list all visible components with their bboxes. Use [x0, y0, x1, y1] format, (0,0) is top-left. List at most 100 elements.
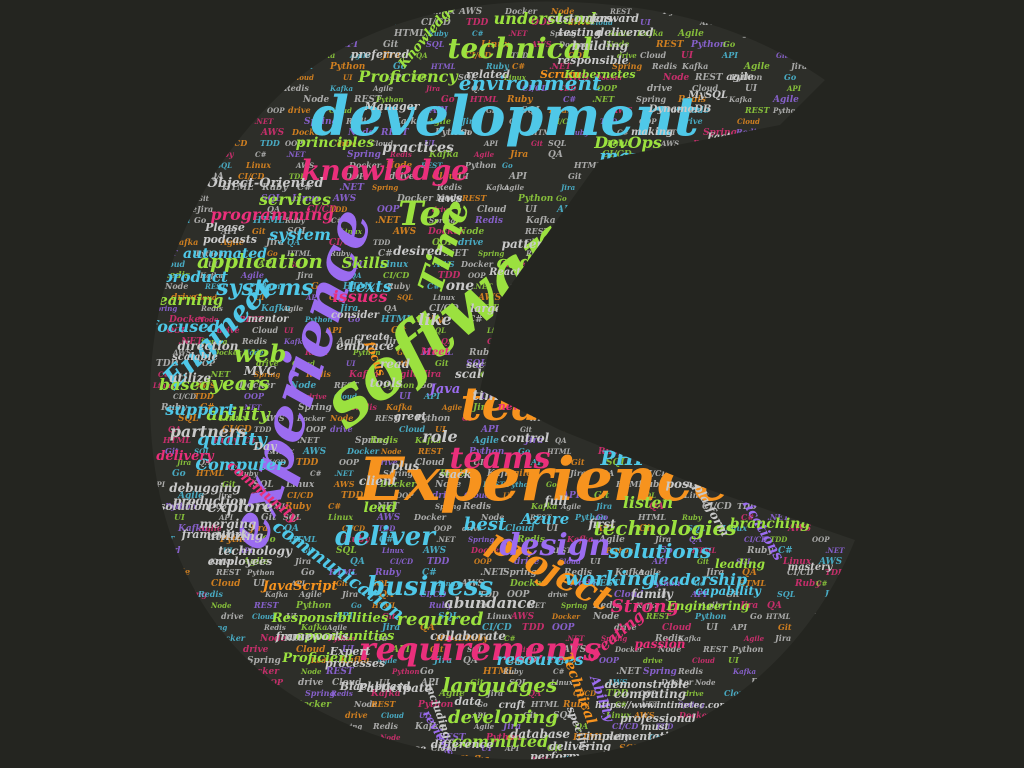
filler-word: Spring: [298, 403, 332, 413]
filler-word: Python: [772, 106, 800, 115]
filler-word: Linux: [594, 425, 618, 434]
filler-word: HTML: [328, 567, 357, 577]
filler-word: .NET: [821, 259, 844, 269]
filler-word: QA: [522, 402, 535, 412]
filler-word: Jira: [432, 656, 452, 666]
filler-word: Agile: [794, 381, 816, 390]
filler-word: Agile: [699, 600, 723, 610]
word: patterns: [502, 237, 559, 251]
filler-word: CI/CD: [810, 314, 836, 324]
filler-word: SQL: [156, 699, 175, 709]
filler-word: TDD: [466, 18, 489, 28]
filler-word: .NET: [549, 61, 572, 71]
filler-word: REST: [256, 29, 286, 39]
filler-word: OOP: [568, 337, 586, 346]
word: Idaho: [602, 261, 642, 275]
filler-word: Docker: [783, 490, 817, 500]
filler-word: Linux: [548, 106, 572, 115]
filler-word: Kafka: [817, 446, 844, 456]
filler-word: AWS: [737, 491, 762, 501]
filler-word: Agile: [298, 589, 322, 599]
filler-word: Git: [881, 116, 895, 126]
filler-word: OOP: [568, 50, 589, 60]
filler-word: HTML: [252, 216, 285, 226]
filler-word: TDD: [260, 138, 280, 148]
filler-word: Jira: [165, 743, 183, 753]
word: goal: [676, 457, 705, 471]
filler-word: Redis: [305, 369, 331, 379]
word: abundance: [444, 594, 536, 612]
word: production: [173, 494, 247, 508]
filler-word: HTML: [573, 160, 602, 170]
filler-word: TDD: [652, 150, 670, 159]
filler-word: HTML: [794, 39, 823, 49]
filler-word: Ruby: [568, 128, 590, 137]
filler-word: Redis: [593, 314, 619, 324]
filler-word: .NET: [698, 446, 721, 456]
filler-word: Go: [865, 711, 876, 720]
filler-word: Docker: [348, 160, 382, 170]
filler-word: drive: [462, 524, 482, 533]
word: understand: [494, 9, 597, 28]
filler-word: AWS: [818, 557, 843, 567]
filler-word: Go: [725, 326, 739, 336]
filler-word: Ruby: [829, 40, 851, 49]
word: delivery: [156, 449, 215, 464]
filler-word: Agile: [876, 447, 898, 456]
filler-word: Agile: [530, 755, 552, 764]
filler-word: Go: [164, 183, 178, 193]
filler-word: Spring: [834, 513, 860, 522]
filler-word: Cloud: [334, 392, 357, 401]
filler-word: Cloud: [640, 50, 667, 60]
filler-word: Go: [348, 314, 361, 324]
filler-word: Jira: [248, 524, 268, 534]
filler-word: Agile: [564, 216, 586, 225]
filler-word: Git: [261, 513, 277, 523]
filler-word: Redis: [651, 61, 677, 71]
filler-word: Spring: [561, 601, 587, 610]
word: grow: [596, 347, 624, 358]
filler-word: Agile: [503, 183, 525, 192]
filler-word: Ruby: [502, 667, 524, 676]
filler-word: Docker: [678, 710, 712, 720]
filler-word: OOP: [639, 117, 657, 126]
filler-word: Python: [391, 667, 419, 676]
filler-word: Node: [302, 95, 330, 105]
filler-word: Jira: [829, 380, 847, 390]
filler-word: OOP: [507, 303, 528, 313]
filler-word: Jira: [653, 534, 671, 544]
word: employees: [208, 555, 272, 568]
filler-word: C#: [504, 634, 516, 643]
filler-word: drive: [730, 436, 756, 446]
filler-word: OOP: [597, 83, 618, 93]
filler-word: Node: [210, 601, 232, 610]
filler-word: Docker: [551, 612, 581, 621]
word: plus: [391, 459, 420, 473]
filler-word: Cloud: [381, 711, 404, 720]
filler-word: SQL: [824, 51, 840, 60]
filler-word: CI/CD: [174, 678, 198, 687]
filler-word: Jira: [819, 95, 839, 105]
filler-word: Spring: [355, 436, 389, 446]
word: large: [470, 302, 502, 315]
word: environment: [459, 71, 602, 95]
filler-word: OOP: [552, 623, 575, 633]
filler-word: Kafka: [809, 733, 833, 742]
filler-word: QA: [250, 490, 263, 500]
filler-word: Kafka: [264, 590, 288, 599]
filler-word: CI/CD: [329, 238, 359, 248]
filler-word: UI: [153, 227, 163, 236]
filler-word: C#: [547, 381, 562, 391]
filler-word: CI/CD: [824, 600, 850, 610]
filler-word: Redis: [372, 721, 398, 731]
filler-word: Agile: [653, 282, 680, 292]
filler-word: Jira: [293, 556, 311, 566]
filler-word: C#: [654, 447, 666, 456]
filler-word: QA: [463, 656, 478, 666]
filler-word: TDD: [863, 601, 881, 610]
filler-word: drive: [458, 238, 484, 248]
filler-word: Redis: [563, 568, 592, 578]
filler-word: Agile: [722, 348, 744, 357]
filler-word: Docker: [558, 40, 588, 49]
filler-word: drive: [243, 645, 269, 655]
